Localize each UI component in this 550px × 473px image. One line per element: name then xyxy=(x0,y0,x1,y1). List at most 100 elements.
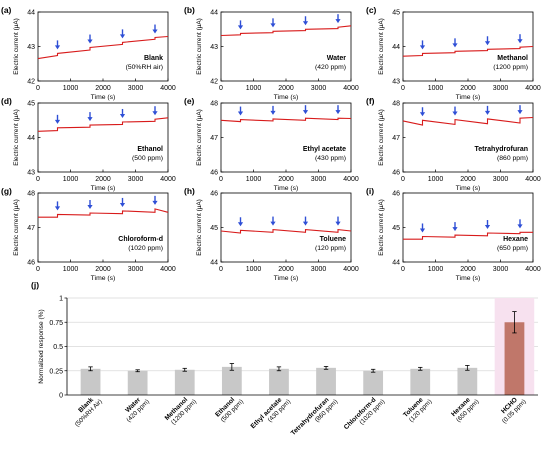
panel-label: (f) xyxy=(366,96,375,106)
arrow-head xyxy=(119,34,126,39)
arrow-head xyxy=(270,221,276,226)
bar xyxy=(127,370,148,395)
bar xyxy=(269,368,289,395)
arrow-head xyxy=(484,110,491,115)
current-trace xyxy=(402,45,534,57)
arrow-head xyxy=(452,43,458,48)
x-tick-label: 1000 xyxy=(428,176,444,183)
x-axis-label: Time (s) xyxy=(456,94,481,101)
arrow-head xyxy=(54,119,61,124)
x-tick-label: 2000 xyxy=(278,176,294,183)
arrow-down-icon xyxy=(119,108,126,118)
analyte-concentration: (420 ppm) xyxy=(315,64,346,71)
arrow-down-icon xyxy=(237,106,244,116)
arrow-head xyxy=(452,111,458,116)
panel-c: (c) 0 1000 2000 3000 4000 43 44 45 Time (s) Electr… xyxy=(366,5,541,101)
analyte-name: Hexane xyxy=(503,236,528,243)
y-tick-label: 48 xyxy=(392,101,400,108)
x-tick-label: 2000 xyxy=(460,85,476,92)
arrow-head xyxy=(237,222,244,227)
arrow-down-icon xyxy=(119,197,126,207)
arrow-head xyxy=(302,221,309,226)
bar xyxy=(457,367,478,395)
current-trace xyxy=(37,117,169,132)
panel-d: (d) 0 1000 2000 3000 4000 43 44 45 Time (s) Electr… xyxy=(1,96,176,192)
category-label: Toluene(120 ppm) xyxy=(402,396,433,424)
arrow-head xyxy=(237,111,244,116)
arrow-down-icon xyxy=(419,40,426,50)
panel-label: (g) xyxy=(1,186,12,196)
current-trace xyxy=(37,35,169,60)
arrow-head xyxy=(302,21,309,26)
x-tick-label: 2000 xyxy=(278,266,294,273)
x-axis-label: Time (s) xyxy=(91,275,116,282)
x-tick-label: 0 xyxy=(219,176,223,183)
panel-h: (h) 0 1000 2000 3000 4000 44 45 46 Time (s) Electr… xyxy=(184,186,359,282)
arrow-head xyxy=(302,110,309,115)
y-tick-label: 44 xyxy=(27,10,35,17)
y-tick-label: 43 xyxy=(27,44,35,51)
category-label: Hexane(650 ppm) xyxy=(450,396,480,424)
y-tick-label: 43 xyxy=(392,79,400,86)
arrow-head xyxy=(54,206,61,211)
x-tick-label: 2000 xyxy=(460,176,476,183)
x-tick-label: 0 xyxy=(401,266,405,273)
y-tick-label: 48 xyxy=(27,191,35,198)
analyte-concentration: (120 ppm) xyxy=(315,245,346,252)
x-tick-label: 0 xyxy=(36,176,40,183)
arrow-head xyxy=(419,45,426,50)
arrow-down-icon xyxy=(152,24,158,34)
x-tick-label: 1000 xyxy=(428,85,444,92)
arrow-head xyxy=(484,225,491,230)
arrow-head xyxy=(54,45,61,50)
category-label: Methanol(1200 ppm) xyxy=(164,396,198,426)
analyte-name: Methanol xyxy=(497,55,528,62)
arrow-down-icon xyxy=(335,14,341,24)
analyte-concentration: (1200 ppm) xyxy=(493,64,528,71)
y-axis-label: Electric current (μA) xyxy=(13,18,20,75)
arrow-head xyxy=(87,39,93,44)
analyte-concentration: (650 ppm) xyxy=(497,245,528,252)
panel-label: (h) xyxy=(184,186,195,196)
arrow-down-icon xyxy=(335,216,341,226)
x-tick-label: 2000 xyxy=(278,85,294,92)
y-tick-label: 47 xyxy=(210,135,218,142)
panel-f: (f) 0 1000 2000 3000 4000 46 47 48 Time (s) Electr… xyxy=(366,96,541,192)
arrow-head xyxy=(237,25,244,30)
bar xyxy=(80,368,101,395)
analyte-concentration: (430 ppm) xyxy=(315,155,346,162)
x-tick-label: 2000 xyxy=(95,266,111,273)
panel-j: (j) 0 0.25 0.5 0.75 1 Blank(50%RH Air) Water(42… xyxy=(31,280,538,437)
current-trace xyxy=(402,116,534,126)
arrow-down-icon xyxy=(484,105,491,115)
y-tick-label: 45 xyxy=(392,10,400,17)
arrow-head xyxy=(419,228,426,233)
x-tick-label: 4000 xyxy=(160,266,176,273)
x-axis-label: Time (s) xyxy=(274,185,299,192)
arrow-down-icon xyxy=(302,105,309,115)
arrow-down-icon xyxy=(237,217,244,227)
x-tick-label: 0 xyxy=(36,266,40,273)
arrow-down-icon xyxy=(302,216,309,226)
x-axis-label: Time (s) xyxy=(274,94,299,101)
x-tick-label: 3000 xyxy=(128,85,144,92)
panel-label: (b) xyxy=(184,5,195,15)
arrow-down-icon xyxy=(152,106,158,116)
arrow-head xyxy=(335,221,341,226)
y-tick-label: 48 xyxy=(210,101,218,108)
arrow-head xyxy=(152,111,158,116)
x-tick-label: 4000 xyxy=(343,85,359,92)
panel-label: (j) xyxy=(31,280,39,290)
arrow-down-icon xyxy=(517,219,523,229)
arrow-down-icon xyxy=(419,107,426,117)
x-tick-label: 1000 xyxy=(246,85,262,92)
y-tick-label: 44 xyxy=(392,260,400,267)
panel-a: (a) 0 1000 2000 3000 4000 42 43 44 Time (s) Electr… xyxy=(1,5,176,101)
x-tick-label: 4000 xyxy=(160,85,176,92)
x-tick-label: 0 xyxy=(36,85,40,92)
y-axis-label: Electric current (μA) xyxy=(378,109,385,166)
x-tick-label: 0 xyxy=(401,176,405,183)
arrow-down-icon xyxy=(54,40,61,50)
y-tick-label: 0.25 xyxy=(49,368,63,375)
